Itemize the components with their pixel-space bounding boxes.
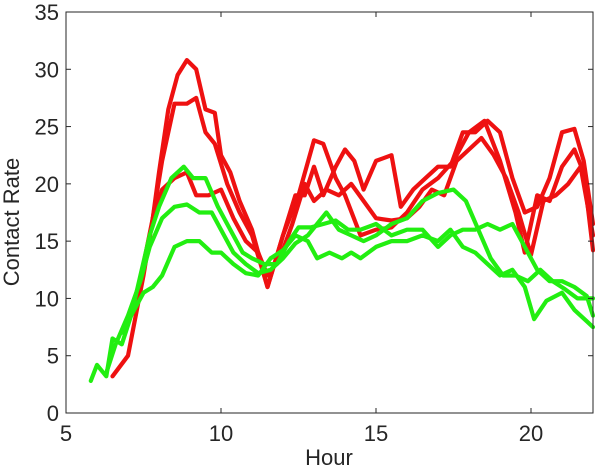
x-axis-label: Hour: [305, 445, 353, 470]
y-tick-label: 35: [35, 0, 59, 25]
x-tick-label: 10: [209, 421, 233, 446]
y-tick-label: 25: [35, 115, 59, 140]
y-tick-label: 20: [35, 172, 59, 197]
y-axis-label: Contact Rate: [0, 158, 24, 286]
series-layer: [88, 57, 595, 383]
y-tick-label: 5: [47, 344, 59, 369]
series-line-1-red: [110, 57, 595, 379]
y-tick-label: 0: [47, 401, 59, 426]
y-tick-label: 10: [35, 286, 59, 311]
plot-frame: [65, 11, 594, 414]
series-line-4-green: [88, 227, 595, 383]
x-tick-label: 15: [364, 421, 388, 446]
series-line-2-red: [141, 95, 595, 290]
x-tick-label: 20: [519, 421, 543, 446]
x-tick-label: 5: [60, 421, 72, 446]
y-tick-label: 15: [35, 229, 59, 254]
series-line-3-red: [150, 135, 595, 278]
y-tick-label: 30: [35, 57, 59, 82]
series-line-6-green: [119, 164, 595, 335]
